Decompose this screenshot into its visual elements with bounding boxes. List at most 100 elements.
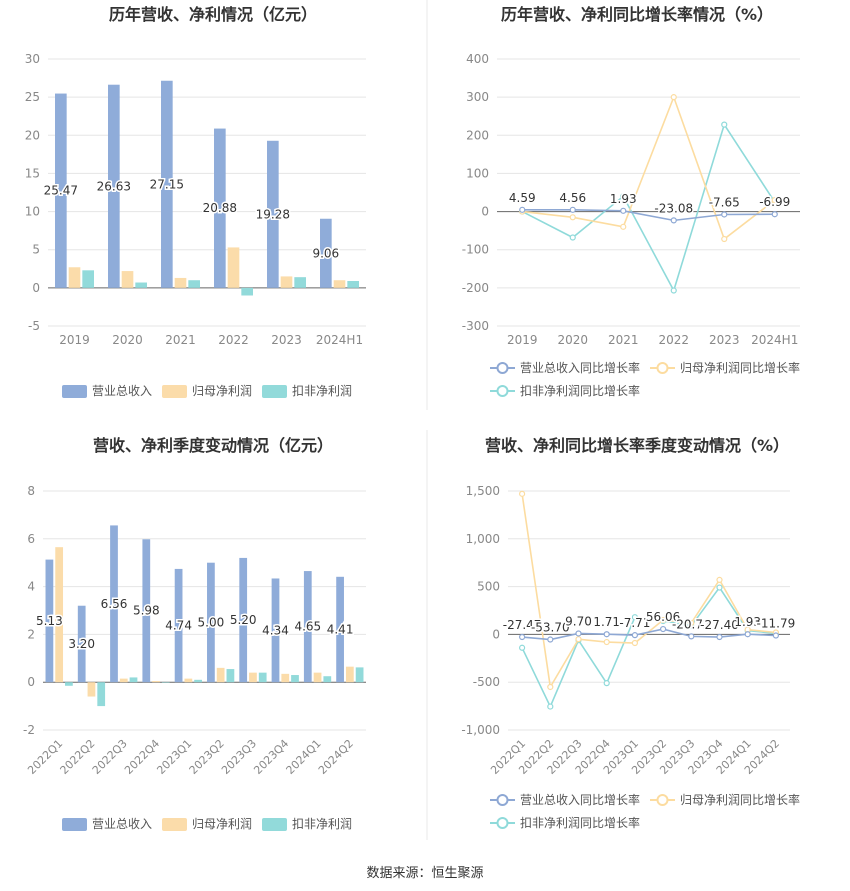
- y-tick-label: -5: [28, 319, 40, 333]
- x-tick-label: 2022: [658, 333, 689, 347]
- series-point: [620, 223, 627, 230]
- series-point: [603, 680, 610, 687]
- series-point: [772, 632, 780, 639]
- bar-deducted-net-profit: [129, 677, 138, 683]
- point-value-label: -7.65: [709, 195, 740, 209]
- bar-revenue: [55, 93, 67, 288]
- point-value-label: -6.99: [759, 195, 790, 209]
- bar-net-profit: [119, 678, 128, 683]
- series-point: [771, 197, 778, 204]
- bar-deducted-net-profit: [291, 675, 299, 683]
- bar-revenue: [303, 571, 312, 683]
- series-line-net-profit-growth: [522, 94, 776, 241]
- bar-revenue: [77, 605, 86, 683]
- y-tick-label: 400: [466, 52, 489, 66]
- y-tick-label: 1,500: [466, 484, 500, 498]
- x-tick-label: 2022Q3: [90, 737, 130, 777]
- x-tick-label: 2024H1: [751, 333, 798, 347]
- series-point: [688, 619, 695, 627]
- bar-net-profit: [121, 271, 134, 288]
- bar-value-label: 5.98: [133, 604, 160, 618]
- bar-net-profit: [345, 666, 354, 683]
- series-point: [569, 234, 576, 241]
- legend-swatch-marker: [656, 362, 669, 374]
- series-point: [569, 206, 576, 213]
- bar-deducted-net-profit: [188, 280, 200, 288]
- legend-swatch: [162, 818, 187, 831]
- x-tick-label: 2019: [507, 333, 538, 347]
- y-tick-label: 0: [32, 281, 40, 295]
- series-point: [631, 614, 639, 621]
- bar-value-label: 4.65: [294, 620, 321, 634]
- bar-revenue: [207, 562, 215, 683]
- point-value-label: -27.40: [700, 618, 739, 632]
- point-value-label: -53.70: [531, 621, 570, 635]
- series-point: [688, 633, 695, 640]
- legend-swatch-marker: [656, 794, 669, 806]
- y-tick-label: -100: [462, 243, 489, 257]
- x-tick-label: 2020: [557, 333, 588, 347]
- series-point: [603, 638, 610, 646]
- y-tick-label: 25: [25, 90, 40, 104]
- bar-value-label: 26.63: [97, 179, 131, 193]
- y-tick-label: 500: [477, 580, 500, 594]
- series-point: [659, 625, 667, 633]
- x-tick-label: 2024H1: [316, 333, 363, 347]
- bar-deducted-net-profit: [82, 270, 94, 288]
- x-tick-label: 2022: [218, 333, 249, 347]
- y-tick-label: 20: [25, 128, 40, 142]
- series-point: [518, 644, 526, 651]
- y-tick-label: 100: [466, 166, 489, 180]
- data-source-note: 数据来源：恒生聚源: [366, 866, 484, 881]
- series-point: [670, 287, 677, 294]
- bar-net-profit: [249, 672, 257, 683]
- chart-title: 营收、净利季度变动情况（亿元）: [93, 436, 333, 455]
- bar-net-profit: [313, 672, 322, 683]
- bar-deducted-net-profit: [258, 672, 267, 683]
- bar-net-profit: [227, 247, 240, 288]
- chart-annual-amounts: 历年营收、净利情况（亿元） -5 0 5 10 15 20 25 30 2019 2020 2021 2…: [25, 5, 366, 398]
- series-point: [631, 639, 639, 647]
- series-point: [620, 193, 627, 200]
- bar-value-label: 5.20: [230, 613, 257, 627]
- legend-label: 扣非净利润同比增长率: [520, 383, 640, 398]
- x-tick-label: 2023: [709, 333, 740, 347]
- bar-value-label: 4.41: [327, 623, 354, 637]
- legend-swatch: [62, 385, 87, 398]
- series-point: [716, 633, 723, 641]
- bar-value-label: 6.56: [101, 597, 128, 611]
- legend-swatch: [62, 818, 87, 831]
- bar-revenue: [110, 525, 118, 683]
- bar-net-profit: [281, 673, 290, 683]
- bar-net-profit: [55, 547, 64, 683]
- series-point: [744, 631, 751, 638]
- series-line-revenue-growth: [522, 628, 776, 641]
- series-point: [721, 235, 728, 243]
- bar-revenue: [161, 80, 173, 288]
- point-value-label: 9.70: [565, 614, 592, 628]
- x-tick-label: 2024Q2: [316, 737, 356, 777]
- series-point: [575, 636, 582, 643]
- series-point: [716, 584, 723, 591]
- bar-revenue: [45, 559, 54, 683]
- series-point: [716, 576, 723, 584]
- legend-label: 营业总收入: [92, 817, 152, 831]
- chart-annual-growth: 历年营收、净利同比增长率情况（%） -300 -200 -100 0 100 200 300 4…: [462, 5, 800, 398]
- series-line-deducted-growth: [521, 122, 776, 293]
- point-value-label: 1.71: [593, 615, 620, 629]
- y-tick-label: -2: [23, 723, 35, 737]
- series-point: [569, 214, 576, 221]
- point-value-label: 1.93: [734, 615, 761, 629]
- point-value-label: 4.56: [559, 191, 586, 205]
- y-tick-label: 8: [27, 484, 35, 498]
- bar-revenue: [336, 576, 344, 683]
- y-tick-label: 1,000: [466, 532, 500, 546]
- bar-value-label: 4.34: [262, 623, 289, 637]
- series-point: [771, 211, 778, 218]
- bar-net-profit: [68, 267, 81, 288]
- bar-revenue: [271, 578, 280, 683]
- bar-deducted-net-profit: [194, 679, 202, 683]
- bar-deducted-net-profit: [226, 669, 235, 683]
- bar-net-profit: [174, 277, 187, 288]
